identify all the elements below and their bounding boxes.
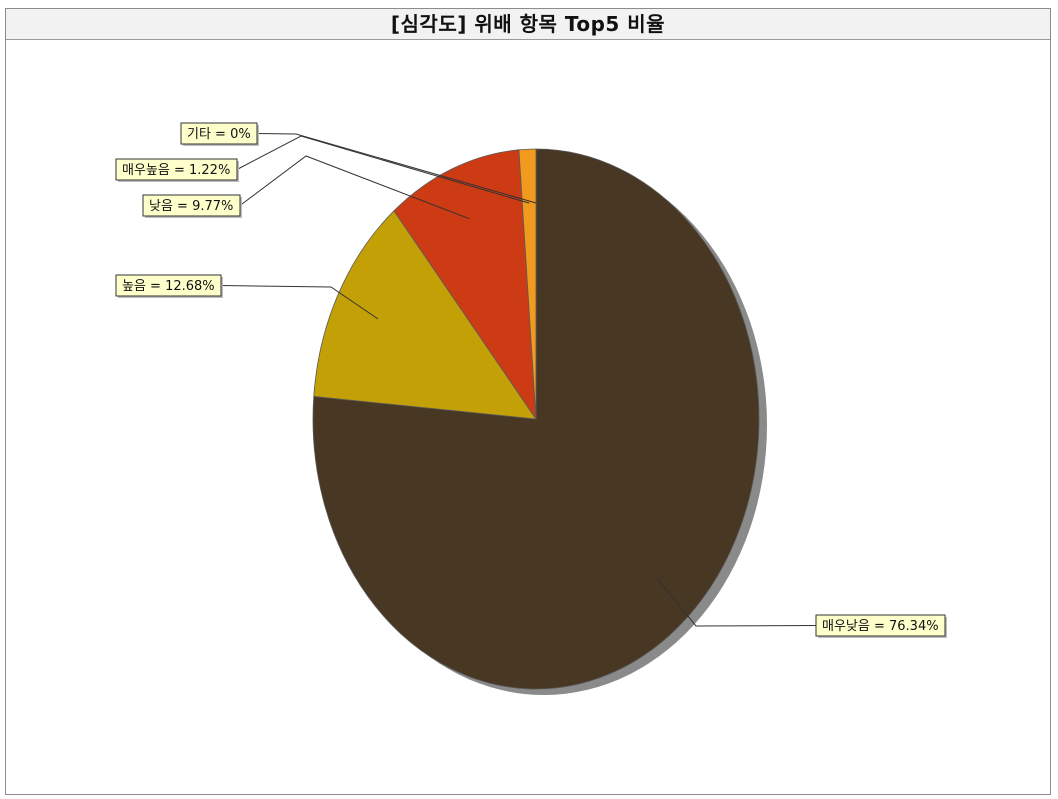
slice-매우높음 — [518, 148, 537, 420]
slice-label-box — [180, 122, 258, 145]
slice-label-text: 매우낮음 = 76.34% — [822, 619, 939, 634]
slice-label-매우높음: 매우높음 = 1.22% — [115, 158, 239, 182]
slice-labels: 매우낮음 = 76.34% 높음 = 12.68% 낮음 = 9.77% 매우높음 =… — [115, 122, 947, 638]
slice-label-box — [142, 194, 241, 217]
slice-높음 — [313, 210, 537, 420]
slice-label-text: 매우높음 = 1.22% — [122, 163, 230, 178]
slice-label-text: 낮음 = 9.77% — [149, 199, 233, 214]
chart-panel: [심각도] 위배 항목 Top5 비율 매우낮음 = 76.34% 높음 = 12… — [5, 8, 1051, 795]
slice-label-text: 기타 = 0% — [187, 127, 251, 142]
leader-line-매우낮음 — [656, 577, 817, 627]
slice-label-box — [115, 274, 222, 297]
slice-낮음 — [393, 149, 537, 421]
slice-label-text: 높음 = 12.68% — [122, 279, 215, 294]
pie-chart: 매우낮음 = 76.34% 높음 = 12.68% 낮음 = 9.77% 매우높음 =… — [115, 122, 947, 695]
slice-label-높음: 높음 = 12.68% — [115, 274, 223, 298]
slice-label-매우낮음: 매우낮음 = 76.34% — [815, 614, 947, 638]
pie-slices — [312, 148, 760, 690]
slice-label-기타: 기타 = 0% — [180, 122, 259, 146]
leader-line-매우높음 — [236, 135, 530, 204]
slice-label-낮음: 낮음 = 9.77% — [142, 194, 242, 218]
chart-title: [심각도] 위배 항목 Top5 비율 — [6, 9, 1050, 40]
slice-label-box — [115, 158, 238, 181]
leader-line-낮음 — [239, 155, 470, 220]
slice-label-box — [815, 614, 946, 637]
leader-lines — [220, 133, 817, 627]
leader-line-높음 — [220, 285, 379, 320]
leader-line-기타 — [256, 133, 537, 204]
